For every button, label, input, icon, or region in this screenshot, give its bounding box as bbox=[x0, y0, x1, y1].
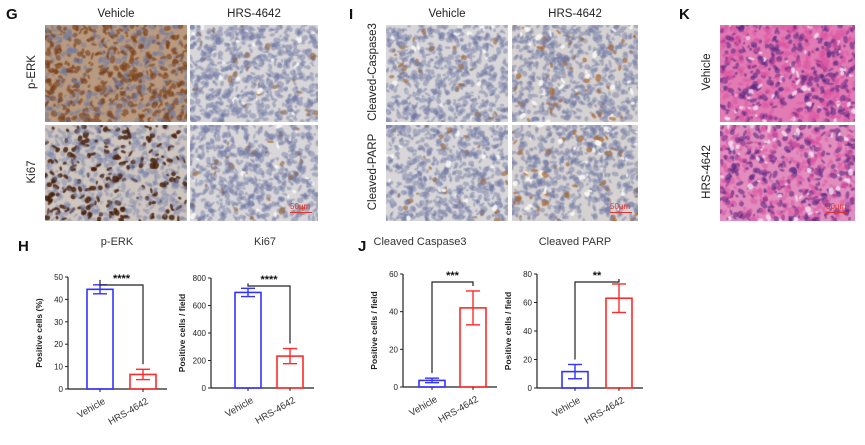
panel-label-k: K bbox=[679, 6, 690, 23]
ihc-image-perk-vehicle bbox=[45, 25, 187, 122]
scale-bar bbox=[610, 212, 632, 213]
significance-bracket bbox=[99, 279, 144, 365]
y-tick-label: 200 bbox=[193, 357, 207, 366]
significance-stars: *** bbox=[446, 270, 460, 282]
panel-label-h: H bbox=[18, 238, 29, 255]
ihc-image-parp-vehicle bbox=[386, 125, 508, 221]
col-header-vehicle: Vehicle bbox=[97, 8, 135, 20]
ihc-image-parp-hrs bbox=[512, 125, 638, 221]
ihc-image-ki67-vehicle bbox=[45, 125, 187, 221]
y-tick-label: 40 bbox=[389, 308, 398, 317]
scale-bar bbox=[290, 212, 312, 213]
y-tick-label: 50 bbox=[54, 273, 63, 282]
y-tick-label: 10 bbox=[54, 363, 63, 372]
chart-2: Cleaved Caspase3 Positive cells / field 0 2… bbox=[369, 236, 497, 426]
panel-label-j: J bbox=[358, 238, 367, 255]
x-tick-label: Vehicle bbox=[75, 396, 107, 421]
chart-title: Ki67 bbox=[254, 236, 276, 248]
y-tick-label: 800 bbox=[193, 274, 207, 283]
chart-1: Ki67 Positive cells / field 0 200 400 600 800 V… bbox=[177, 236, 314, 427]
panel-label-g: G bbox=[6, 6, 18, 23]
bar-vehicle bbox=[234, 291, 262, 389]
ihc-image-caspase3-vehicle bbox=[386, 25, 508, 122]
x-tick-label: HRS-4642 bbox=[437, 394, 481, 426]
ihc-image-perk-hrs bbox=[190, 25, 318, 122]
y-axis-label: Positive cells / field bbox=[177, 294, 187, 372]
chart-title: p-ERK bbox=[101, 236, 134, 248]
chart-3: Cleaved PARP Positive cells / field 0 20 40 6… bbox=[503, 236, 643, 427]
scale-bar bbox=[826, 212, 848, 213]
y-tick-label: 0 bbox=[394, 383, 399, 392]
x-tick-label: Vehicle bbox=[550, 395, 582, 420]
col-header-hrs: HRS-4642 bbox=[227, 8, 281, 20]
x-tick-label: HRS-4642 bbox=[107, 396, 151, 428]
chart-title: Cleaved Caspase3 bbox=[374, 236, 467, 248]
x-tick-label: Vehicle bbox=[223, 395, 255, 420]
bar-vehicle bbox=[86, 288, 114, 390]
col-header-vehicle: Vehicle bbox=[428, 8, 466, 20]
significance-bracket bbox=[247, 283, 291, 344]
y-tick-label: 20 bbox=[389, 345, 398, 354]
x-tick-label: HRS-4642 bbox=[583, 395, 627, 427]
y-tick-label: 60 bbox=[389, 270, 398, 279]
scale-bar-label: 50μm bbox=[290, 202, 311, 211]
y-tick-label: 60 bbox=[523, 299, 532, 308]
y-tick-label: 40 bbox=[523, 327, 532, 336]
he-image-vehicle bbox=[720, 25, 855, 122]
y-tick-label: 600 bbox=[193, 302, 207, 311]
y-axis-label: Positive cells (%) bbox=[34, 298, 44, 368]
panel-label-i: I bbox=[349, 6, 354, 23]
ihc-image-ki67-hrs bbox=[190, 125, 318, 221]
y-tick-label: 40 bbox=[54, 295, 63, 304]
y-tick-label: 0 bbox=[59, 385, 64, 394]
col-header-hrs: HRS-4642 bbox=[548, 8, 602, 20]
y-tick-label: 80 bbox=[523, 270, 532, 279]
y-tick-label: 20 bbox=[523, 356, 532, 365]
y-tick-label: 0 bbox=[202, 384, 207, 393]
significance-stars: **** bbox=[113, 273, 131, 285]
scale-bar-label: 50μm bbox=[826, 202, 847, 211]
y-tick-label: 30 bbox=[54, 318, 63, 327]
scale-bar-label: 50μm bbox=[610, 202, 631, 211]
significance-stars: **** bbox=[260, 274, 278, 286]
y-tick-label: 400 bbox=[193, 329, 207, 338]
y-tick-label: 20 bbox=[54, 340, 63, 349]
significance-bracket bbox=[574, 278, 620, 360]
chart-title: Cleaved PARP bbox=[539, 236, 612, 248]
significance-stars: ** bbox=[593, 270, 602, 282]
x-tick-label: Vehicle bbox=[407, 394, 439, 419]
chart-0: p-ERK Positive cells (%) 0 10 20 30 40 50 Vehicl… bbox=[34, 236, 167, 428]
y-axis-label: Positive cells / field bbox=[369, 291, 379, 369]
ihc-image-caspase3-hrs bbox=[512, 25, 638, 122]
significance-bracket bbox=[431, 281, 474, 374]
y-tick-label: 0 bbox=[528, 384, 533, 393]
y-axis-label: Positive cells / field bbox=[503, 292, 513, 370]
x-tick-label: HRS-4642 bbox=[254, 395, 298, 427]
he-image-hrs bbox=[720, 125, 855, 221]
